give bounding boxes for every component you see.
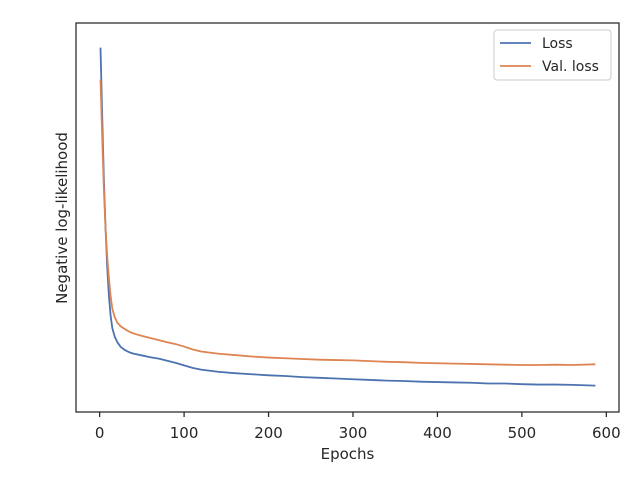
y-axis-label: Negative log-likelihood — [53, 132, 71, 304]
x-tick-label: 200 — [254, 424, 283, 442]
series-layer — [99, 47, 596, 387]
x-tick-label: 100 — [170, 424, 199, 442]
x-axis-ticks: 0 100 200 300 400 500 600 — [95, 412, 621, 442]
x-tick-label: 600 — [592, 424, 621, 442]
legend-label-val-loss: Val. loss — [542, 59, 599, 75]
x-tick-label: 400 — [423, 424, 452, 442]
x-tick-label: 300 — [339, 424, 368, 442]
series-line-val-loss — [99, 79, 596, 366]
plot-area — [75, 22, 620, 413]
x-axis-label: Epochs — [321, 445, 375, 463]
legend: Loss Val. loss — [493, 29, 612, 81]
x-tick-label: 500 — [508, 424, 537, 442]
legend-label-loss: Loss — [542, 36, 573, 52]
x-tick-label: 0 — [95, 424, 105, 442]
series-line-loss — [99, 47, 596, 387]
